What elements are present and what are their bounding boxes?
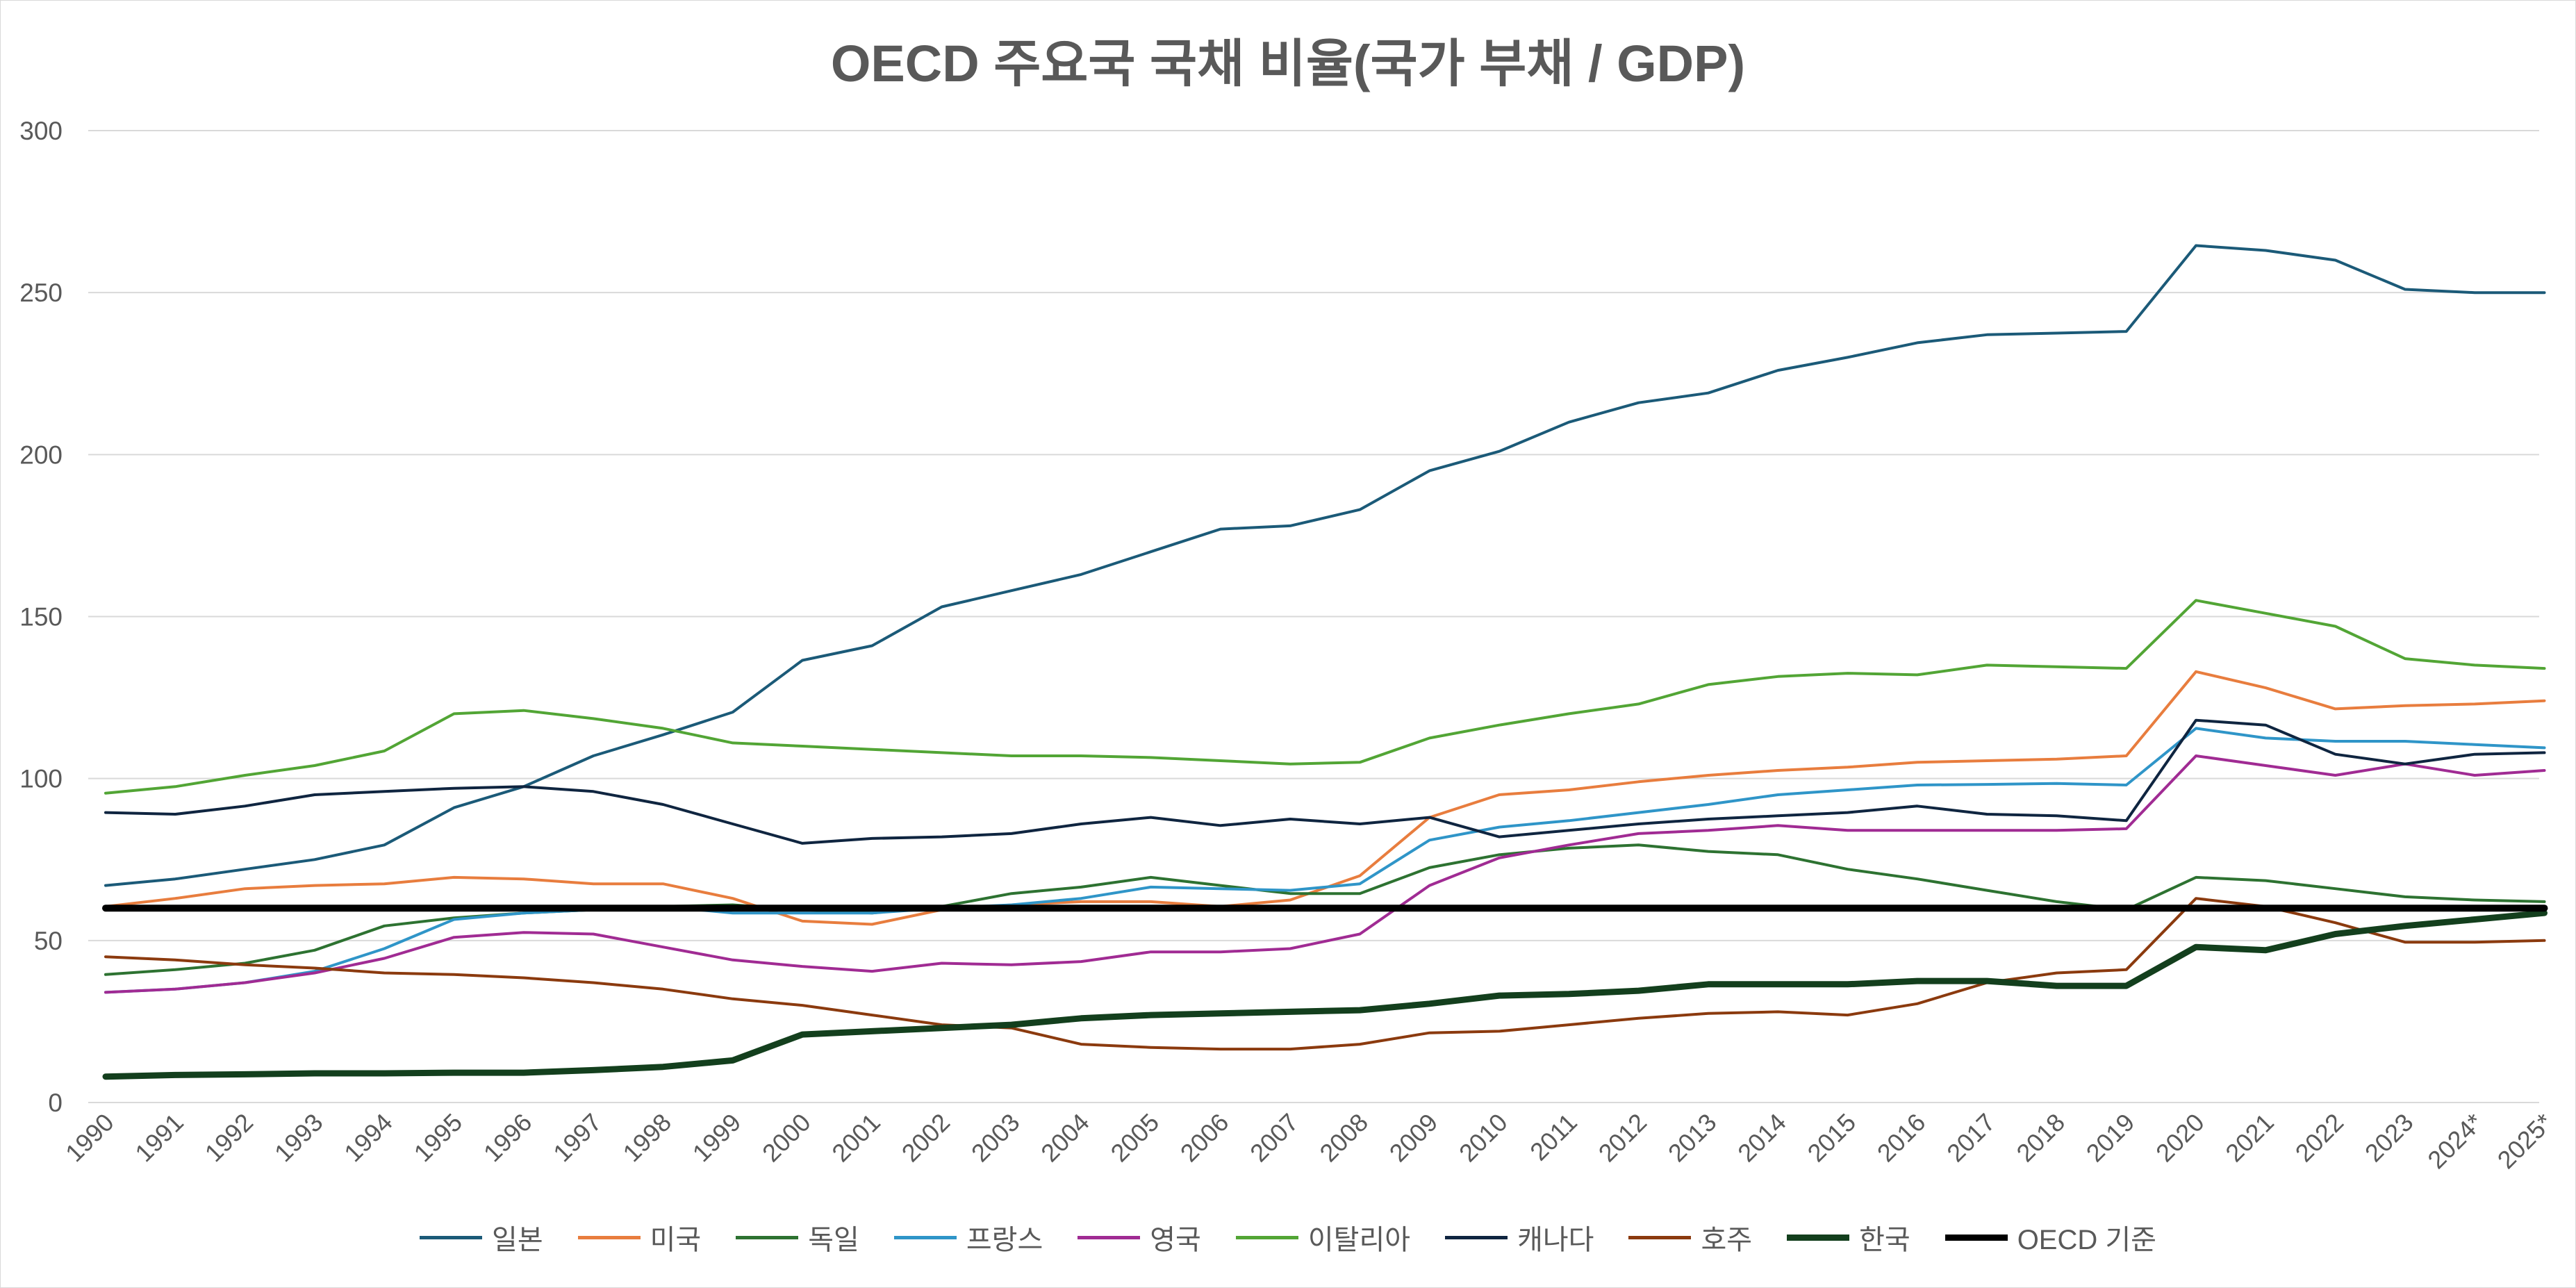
x-tick-label: 2013: [1662, 1108, 1722, 1168]
x-tick-label: 2011: [1524, 1108, 1583, 1166]
x-tick-label: 2009: [1384, 1108, 1444, 1168]
x-axis-tick-labels: 1990 1991 1992 1993 1994 1995 1996 1997 1998 1999…: [60, 1108, 2558, 1175]
legend-item-3[interactable]: 프랑스: [893, 1217, 1043, 1257]
x-tick-label: 2012: [1593, 1108, 1653, 1168]
chart-legend: 일본 미국 독일 프랑스 영국 이탈리아 캐나다 호주 한국 OECD 기준: [0, 1217, 2576, 1257]
legend-label: 프랑스: [966, 1225, 1043, 1255]
series-line-7: [104, 897, 2546, 1051]
legend-swatch: [736, 1235, 799, 1239]
series-line-8: [102, 909, 2548, 1080]
x-tick-label: 2019: [2081, 1108, 2140, 1168]
legend-item-4[interactable]: 영국: [1078, 1217, 1201, 1257]
x-tick-label: 2008: [1314, 1108, 1373, 1168]
x-tick-label: 2004: [1035, 1108, 1095, 1168]
legend-label: OECD 기준: [2017, 1225, 2156, 1255]
y-tick-label: 50: [34, 927, 63, 955]
series-line-6: [104, 718, 2546, 845]
y-tick-label: 200: [19, 440, 63, 469]
legend-swatch: [1235, 1235, 1298, 1239]
legend-label: 미국: [650, 1225, 702, 1255]
legend-label: 이탈리아: [1307, 1225, 1411, 1255]
x-tick-label: 2003: [966, 1108, 1025, 1168]
x-tick-label: 1992: [199, 1108, 259, 1168]
x-tick-label: 2022: [2290, 1108, 2350, 1168]
x-tick-label: 1995: [408, 1108, 468, 1168]
legend-item-7[interactable]: 호주: [1628, 1217, 1752, 1257]
legend-item-2[interactable]: 독일: [736, 1217, 859, 1257]
series-lines: [102, 244, 2548, 1080]
legend-item-1[interactable]: 미국: [577, 1217, 702, 1257]
legend-swatch: [420, 1235, 483, 1239]
y-tick-label: 300: [19, 117, 63, 145]
chart-title: OECD 주요국 국채 비율(국가 부채 / GDP): [830, 35, 1746, 92]
y-tick-label: 150: [19, 603, 63, 631]
x-tick-label: 2007: [1244, 1108, 1304, 1168]
x-tick-label: 2018: [2011, 1108, 2070, 1168]
x-tick-label: 2002: [896, 1108, 956, 1168]
x-tick-label: 2025*: [2492, 1108, 2559, 1175]
x-tick-label: 1994: [338, 1108, 398, 1168]
legend-label: 독일: [808, 1225, 859, 1255]
x-tick-label: 2015: [1802, 1108, 1862, 1168]
y-tick-label: 0: [48, 1089, 63, 1117]
x-tick-label: 1998: [617, 1108, 677, 1168]
x-tick-label: 2000: [757, 1108, 816, 1168]
x-tick-label: 2024*: [2422, 1108, 2488, 1175]
series-line-0: [104, 244, 2546, 887]
legend-swatch: [1445, 1235, 1508, 1239]
x-tick-label: 1990: [60, 1108, 119, 1168]
x-tick-label: 2023: [2359, 1108, 2419, 1168]
legend-swatch: [1628, 1235, 1692, 1239]
x-tick-label: 2020: [2150, 1108, 2210, 1168]
legend-swatch: [577, 1235, 641, 1239]
x-tick-label: 2016: [1872, 1108, 1931, 1168]
y-tick-label: 250: [19, 279, 63, 307]
legend-item-9[interactable]: OECD 기준: [1945, 1217, 2156, 1257]
series-line-4: [104, 754, 2546, 994]
x-tick-label: 1993: [269, 1108, 329, 1168]
y-axis-tick-labels: 0 50 100 150 200 250 300: [19, 117, 63, 1117]
series-line-3: [104, 727, 2546, 994]
series-line-5: [104, 599, 2546, 795]
legend-label: 일본: [492, 1225, 543, 1255]
legend-item-8[interactable]: 한국: [1787, 1217, 1910, 1257]
legend-swatch: [1945, 1234, 2008, 1241]
x-tick-label: 1997: [547, 1108, 607, 1168]
x-tick-label: 1991: [129, 1108, 189, 1168]
y-tick-label: 100: [19, 765, 63, 793]
x-tick-label: 2010: [1453, 1108, 1513, 1168]
gridlines: [88, 130, 2539, 1103]
legend-swatch: [1078, 1235, 1141, 1239]
legend-label: 호주: [1701, 1225, 1753, 1255]
x-tick-label: 1999: [687, 1108, 747, 1168]
legend-swatch: [1787, 1234, 1850, 1241]
legend-item-6[interactable]: 캐나다: [1445, 1217, 1594, 1257]
x-tick-label: 2006: [1175, 1108, 1235, 1168]
legend-item-5[interactable]: 이탈리아: [1235, 1217, 1411, 1257]
legend-label: 한국: [1859, 1225, 1910, 1255]
legend-swatch: [893, 1235, 957, 1239]
legend-item-0[interactable]: 일본: [420, 1217, 543, 1257]
x-tick-label: 2021: [2220, 1108, 2279, 1168]
legend-label: 캐나다: [1517, 1225, 1594, 1255]
x-tick-label: 2014: [1732, 1108, 1792, 1168]
x-tick-label: 2017: [1941, 1108, 2001, 1168]
x-tick-label: 2001: [826, 1108, 886, 1168]
legend-label: 영국: [1150, 1225, 1201, 1255]
x-tick-label: 2005: [1105, 1108, 1165, 1168]
x-tick-label: 1996: [478, 1108, 538, 1168]
